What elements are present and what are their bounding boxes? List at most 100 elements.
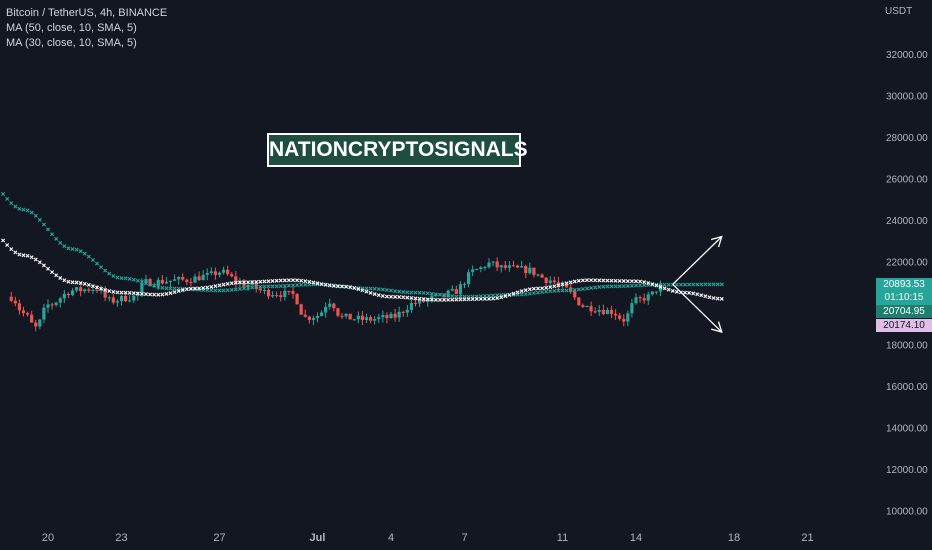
ma50-point	[421, 290, 426, 295]
ma30-point	[156, 292, 161, 297]
ma30-point	[66, 279, 71, 284]
candle-body	[123, 295, 128, 302]
ma50-point	[593, 285, 598, 290]
ma30-point	[295, 278, 300, 283]
price-axis[interactable]: 32000.00 30000.00 28000.00 26000.00 24000.00…	[886, 50, 928, 518]
ma30-point	[564, 281, 569, 286]
ma30-point	[544, 285, 549, 290]
ma30-point	[442, 297, 447, 302]
candle-body	[654, 291, 659, 293]
candle-body	[164, 282, 169, 284]
last-price-tag: 20893.53 01:10:15	[876, 278, 932, 306]
ma30-point	[274, 278, 279, 283]
candle-body	[622, 318, 626, 322]
ma30-point	[478, 296, 483, 301]
ma50-point	[405, 290, 410, 295]
ma30-point	[123, 290, 128, 295]
ma50-point	[605, 284, 610, 289]
ma50-point	[246, 285, 251, 290]
arrow-up-head[interactable]	[710, 235, 723, 248]
ma30-point	[90, 284, 95, 289]
ma50-point	[225, 288, 230, 293]
ma30-point	[176, 289, 181, 294]
candle-body	[262, 289, 267, 291]
arrow-down-shaft[interactable]	[672, 283, 723, 333]
ma50-point	[376, 287, 381, 292]
candle-body	[246, 284, 250, 287]
ma30-point	[646, 281, 651, 285]
ma50-point	[58, 240, 63, 245]
candle-body	[230, 274, 234, 277]
ma50-point	[37, 217, 42, 222]
ma50-point	[589, 285, 594, 290]
ma50-point	[564, 288, 569, 293]
ma50-point	[417, 290, 422, 295]
time-tick-label: 23	[115, 532, 127, 544]
ma50-point	[315, 282, 320, 287]
ma30-point	[601, 278, 606, 283]
candle-body	[226, 269, 230, 275]
candle-body	[185, 279, 189, 283]
ma50-point	[131, 277, 136, 282]
ma30-point	[458, 297, 463, 302]
candle-body	[413, 303, 418, 305]
ma30-point	[229, 281, 234, 286]
candle-body	[434, 294, 438, 296]
arrow-up-shaft[interactable]	[672, 236, 723, 285]
ma50-legend[interactable]: MA (50, close, 10, SMA, 5)	[6, 22, 137, 34]
ma30-point	[299, 278, 304, 283]
ma30-point	[188, 286, 193, 291]
ma30-point	[29, 255, 34, 260]
candle-body	[217, 272, 222, 275]
ma50-point	[393, 289, 398, 294]
candle-body	[62, 293, 66, 299]
candle-body	[319, 312, 324, 317]
candle-body	[111, 297, 115, 303]
ma30-legend[interactable]: MA (30, close, 10, SMA, 5)	[6, 37, 137, 49]
ma50-point	[9, 201, 14, 206]
candle-body	[511, 265, 516, 267]
ma30-point	[127, 290, 132, 295]
ma30-point	[609, 278, 614, 283]
candle-body	[30, 314, 34, 323]
ma30-point	[462, 297, 467, 302]
ma50-point	[450, 294, 455, 299]
symbol-title[interactable]: Bitcoin / TetherUS, 4h, BINANCE	[6, 7, 168, 19]
ma50-point	[384, 288, 389, 293]
ma30-point	[37, 260, 42, 265]
ma50-point	[540, 290, 545, 295]
ma50-point	[413, 290, 418, 295]
ma50-point	[254, 285, 259, 290]
candle-body	[507, 265, 512, 268]
ma50-point	[123, 276, 128, 281]
time-axis[interactable]: 20 23 27 Jul 4 7 11 14 18 21	[42, 532, 814, 544]
ma30-point	[139, 291, 144, 296]
candle-body	[21, 310, 26, 314]
ma30-point	[552, 284, 557, 289]
ma30-point	[201, 286, 206, 291]
ma30-point	[221, 282, 226, 287]
ma50-point	[25, 208, 30, 213]
candle-body	[450, 289, 454, 291]
candle-body	[9, 296, 13, 301]
ma50-point	[152, 283, 157, 288]
candle-body	[132, 295, 136, 301]
ma50-point	[135, 278, 140, 283]
price-tick-label: 24000.00	[886, 216, 928, 227]
candle-body	[373, 319, 377, 321]
arrow-down-head[interactable]	[710, 321, 723, 333]
ma30-point	[707, 295, 712, 300]
candle-body	[201, 274, 205, 281]
ma30-point	[487, 296, 491, 301]
ma30-point	[13, 250, 18, 255]
ma30-point	[115, 290, 120, 295]
ma30-point	[262, 279, 267, 284]
currency-unit[interactable]: USDT	[885, 6, 913, 17]
candle-body	[393, 313, 397, 318]
ma50-point	[634, 283, 638, 288]
candle-body	[577, 297, 581, 306]
ma30-point	[131, 291, 136, 296]
ma30-point	[144, 292, 148, 297]
candle-body	[356, 315, 360, 320]
